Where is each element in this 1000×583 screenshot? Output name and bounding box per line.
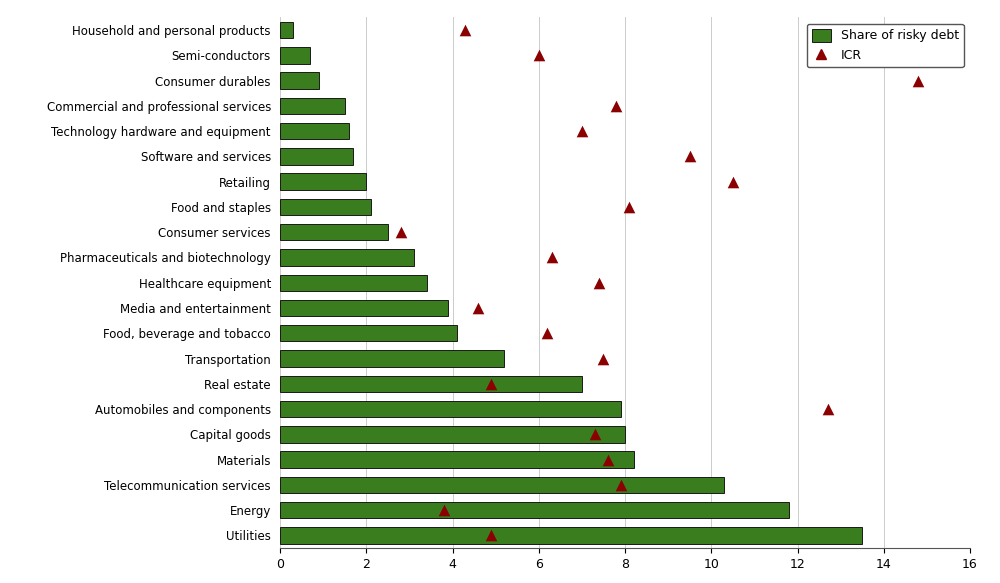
- Bar: [280, 72, 319, 89]
- Point: [483, 379, 499, 388]
- Bar: [280, 148, 353, 164]
- Bar: [280, 401, 621, 417]
- Point: [539, 329, 555, 338]
- Point: [544, 253, 560, 262]
- Point: [621, 202, 637, 212]
- Point: [608, 101, 624, 111]
- Point: [595, 354, 611, 363]
- Point: [483, 531, 499, 540]
- Bar: [280, 47, 310, 64]
- Bar: [280, 375, 582, 392]
- Bar: [280, 426, 625, 442]
- Point: [725, 177, 741, 187]
- Bar: [280, 123, 349, 139]
- Point: [470, 303, 486, 312]
- Bar: [280, 527, 862, 543]
- Bar: [280, 98, 345, 114]
- Point: [591, 278, 607, 287]
- Point: [393, 227, 409, 237]
- Point: [574, 127, 590, 136]
- Bar: [280, 325, 457, 342]
- Bar: [280, 275, 427, 291]
- Point: [682, 152, 698, 161]
- Bar: [280, 502, 789, 518]
- Bar: [280, 174, 366, 190]
- Bar: [280, 300, 448, 316]
- Bar: [280, 250, 414, 266]
- Bar: [280, 451, 634, 468]
- Point: [820, 405, 836, 414]
- Point: [613, 480, 629, 490]
- Bar: [280, 350, 504, 367]
- Point: [600, 455, 616, 464]
- Bar: [280, 199, 371, 215]
- Point: [457, 26, 473, 35]
- Bar: [280, 477, 724, 493]
- Point: [910, 76, 926, 85]
- Point: [531, 51, 547, 60]
- Bar: [280, 22, 293, 38]
- Bar: [280, 224, 388, 240]
- Point: [436, 505, 452, 515]
- Legend: Share of risky debt, ICR: Share of risky debt, ICR: [807, 24, 964, 67]
- Point: [587, 430, 603, 439]
